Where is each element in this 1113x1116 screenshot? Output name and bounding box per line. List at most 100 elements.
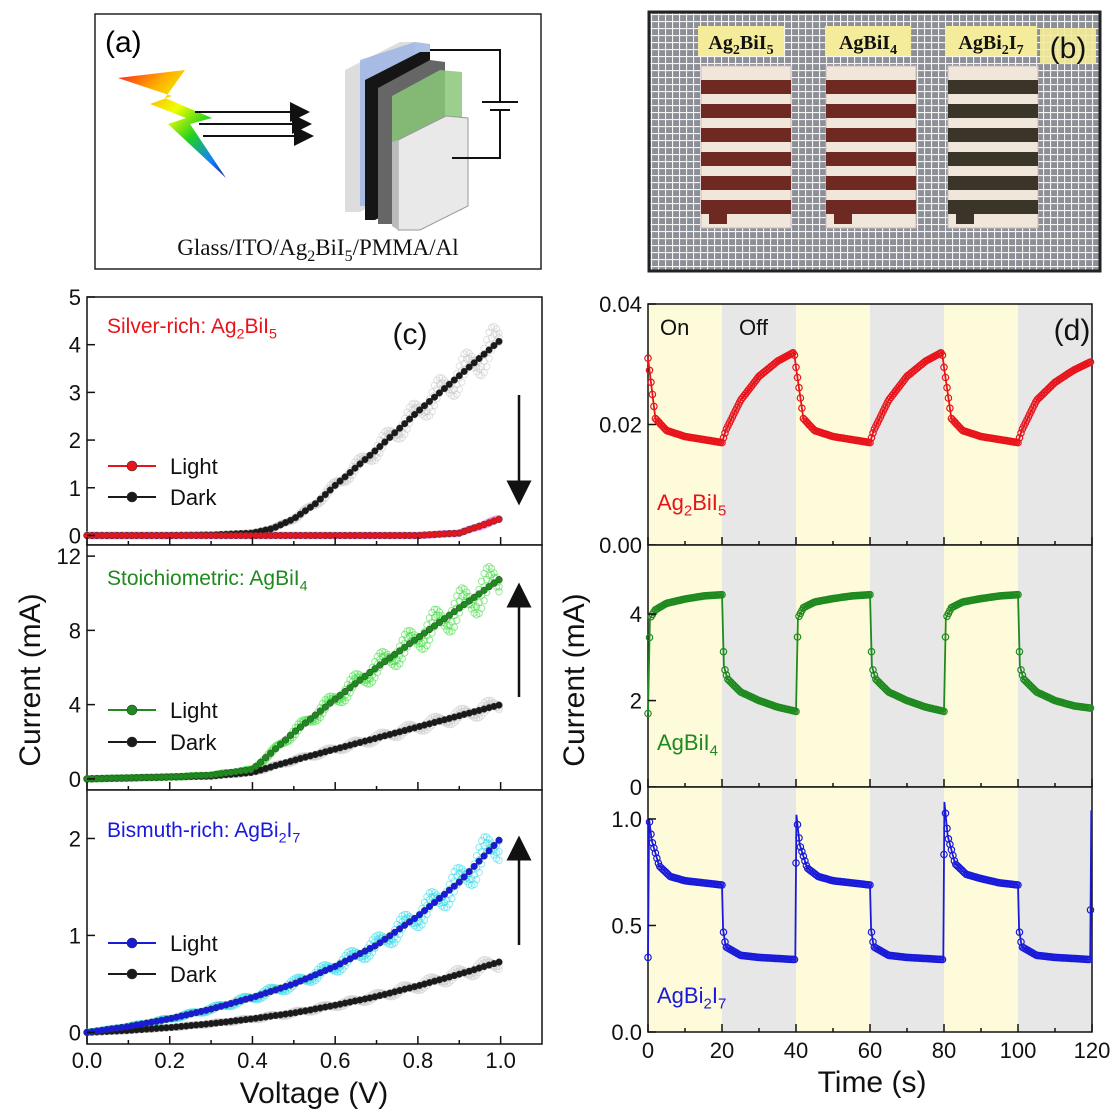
point — [650, 844, 658, 852]
band-marker — [492, 325, 501, 333]
band-marker — [448, 894, 456, 903]
panel-d-ylabel: Current (mA) — [558, 593, 591, 766]
point — [721, 429, 729, 437]
point — [869, 429, 877, 437]
point — [867, 928, 876, 937]
panel-c-subplot-title-part: Silver-rich: Ag — [107, 315, 237, 338]
transient-markers — [644, 348, 1095, 447]
point — [1017, 429, 1025, 437]
xtick-label: 20 — [710, 1038, 734, 1063]
panel-d-label: (d) — [1054, 314, 1091, 347]
point — [941, 633, 950, 641]
legend-dark-label: Dark — [170, 485, 217, 510]
panel-c-subplot-title-part: I — [287, 819, 293, 842]
off-label: Off — [739, 315, 769, 340]
band-marker — [398, 655, 406, 663]
panel-d-sample-label-part: 5 — [718, 503, 726, 520]
contact-pad — [834, 210, 852, 224]
xtick-label: 0.2 — [154, 1048, 185, 1073]
panel-d-xlabel: Time (s) — [818, 1066, 927, 1099]
band-marker — [495, 329, 503, 337]
band-marker — [440, 904, 449, 912]
electrode-stripe — [826, 128, 916, 142]
point — [940, 850, 948, 859]
band-marker — [485, 354, 493, 363]
panel-a-label: (a) — [105, 26, 142, 59]
band-marker — [425, 412, 434, 420]
legend-dark-label: Dark — [170, 730, 217, 755]
xtick-label: 40 — [784, 1038, 808, 1063]
ytick-label: 0.02 — [599, 413, 642, 438]
ytick-label: 4 — [630, 602, 642, 627]
ytick-label: 1.0 — [611, 807, 642, 832]
light-series — [83, 836, 503, 1036]
ytick-label: 0.0 — [611, 1020, 642, 1045]
point — [798, 847, 806, 856]
panel-d-sample-label-part: I — [712, 983, 718, 1008]
xtick-label: 120 — [1074, 1038, 1111, 1063]
panel-a-schematic: (a) Glass/ITO/Ag2BiI5/PMMA/Al — [94, 13, 542, 270]
light-on-region — [648, 545, 722, 787]
xtick-label: 80 — [932, 1038, 956, 1063]
point — [793, 373, 802, 382]
point — [940, 363, 948, 372]
ytick-label: 5 — [69, 285, 81, 310]
band-marker — [495, 848, 503, 856]
point — [719, 647, 728, 656]
light-off-region — [1018, 787, 1092, 1032]
point — [792, 707, 800, 716]
light-series — [83, 515, 503, 540]
xtick-label: 1.0 — [485, 1048, 516, 1073]
band-marker — [450, 392, 458, 401]
electrode-stripe — [701, 104, 791, 118]
band-marker — [366, 952, 374, 960]
electrode-stripe — [948, 176, 1038, 190]
point — [648, 838, 657, 847]
panel-c-subplot-title: Bismuth-rich: AgBi2I7 — [107, 819, 300, 846]
point — [647, 830, 655, 839]
point — [940, 707, 948, 716]
light-on-region — [648, 787, 722, 1032]
electrode-stripe — [948, 80, 1038, 94]
light-off-region — [1018, 304, 1092, 545]
electrode-stripe — [701, 176, 791, 190]
point — [645, 633, 654, 642]
band-marker — [482, 362, 491, 371]
point — [1017, 938, 1025, 946]
ytick-label: 2 — [69, 428, 81, 453]
panel-c-subplot-title-part: Bismuth-rich: AgBi — [107, 819, 279, 842]
point — [647, 378, 655, 387]
band-marker — [477, 604, 486, 612]
transient-markers — [644, 590, 1095, 718]
panel-c-subplot-title: Silver-rich: Ag2BiI5 — [107, 315, 277, 342]
legend-dark-marker — [126, 491, 138, 503]
legend-light-marker — [126, 937, 138, 949]
band-marker — [433, 605, 441, 614]
light-off-region — [722, 304, 796, 545]
band-marker — [373, 453, 382, 462]
light-off-region — [722, 787, 796, 1032]
band-marker — [495, 856, 503, 864]
xtick-label: 0.6 — [320, 1048, 351, 1073]
panel-d-sample-label-part: AgBi — [657, 983, 703, 1008]
point — [648, 390, 657, 399]
panel-c-subplot-title-part: 2 — [237, 326, 245, 342]
legend-dark-marker — [126, 736, 138, 748]
ytick-label: 0.5 — [611, 913, 642, 938]
band-marker — [487, 334, 496, 342]
point — [1015, 433, 1024, 442]
ytick-label: 2 — [69, 826, 81, 851]
electrode-stripe — [948, 104, 1038, 118]
band-marker — [450, 623, 458, 631]
electrode-stripe — [826, 104, 916, 118]
ytick-label: 8 — [69, 618, 81, 643]
point — [866, 438, 874, 447]
transient-markers — [644, 809, 1095, 964]
panel-d-sample-label-part: BiI — [692, 490, 718, 515]
electrode-stripe — [701, 80, 791, 94]
series-line — [86, 839, 500, 1034]
panel-d-sample-label: AgBiI4 — [657, 730, 718, 760]
